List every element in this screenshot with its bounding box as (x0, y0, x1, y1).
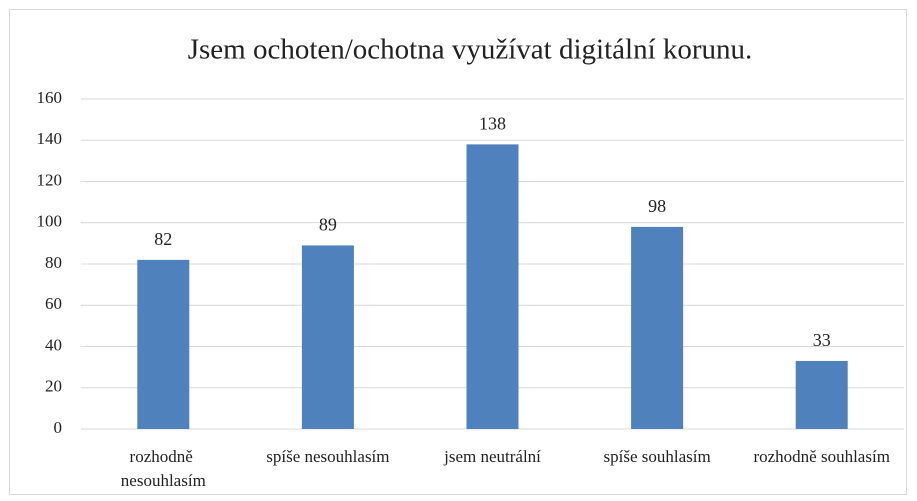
x-tick-label: rozhodně souhlasím (753, 447, 889, 466)
y-tick-label: 140 (37, 129, 63, 148)
data-label: 82 (154, 229, 172, 249)
y-tick-label: 160 (37, 88, 63, 107)
x-tick-label: spíše nesouhlasím (266, 447, 389, 466)
y-tick-label: 100 (37, 212, 63, 231)
y-tick-label: 0 (54, 418, 63, 437)
bar (301, 245, 354, 429)
bar (631, 226, 684, 429)
y-tick-label: 40 (45, 335, 62, 354)
x-tick-label: jsem neutrální (443, 447, 541, 466)
y-tick-label: 20 (45, 377, 62, 396)
data-label: 98 (648, 196, 666, 216)
data-label: 33 (813, 330, 831, 350)
y-tick-label: 60 (45, 294, 62, 313)
y-tick-label: 80 (45, 253, 62, 272)
bar (795, 360, 848, 429)
x-tick-label: rozhodně nesouhlasím (121, 447, 206, 490)
data-label: 89 (319, 215, 337, 235)
data-label: 138 (479, 114, 506, 134)
x-tick-label: spíše souhlasím (603, 447, 710, 466)
y-tick-label: 120 (37, 170, 63, 189)
bar (466, 144, 519, 429)
chart-title: Jsem ochoten/ochotna využívat digitální … (188, 34, 753, 66)
bar (137, 259, 190, 429)
